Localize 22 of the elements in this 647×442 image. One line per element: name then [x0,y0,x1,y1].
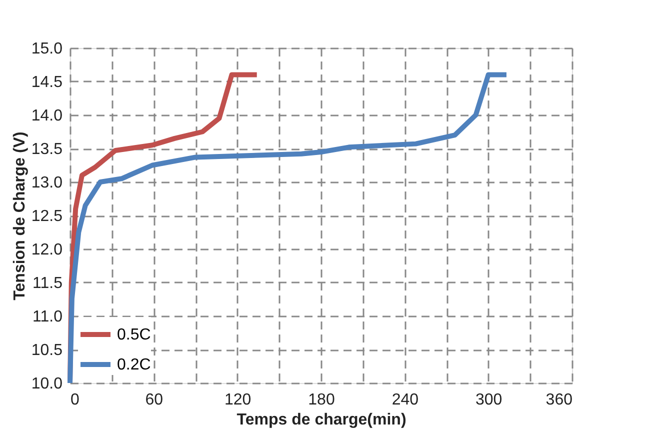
y-tick-label: 12.0 [31,242,63,258]
x-tick-label: 120 [224,392,252,408]
x-axis-title: Temps de charge(min) [236,412,406,428]
y-axis-title: Tension de Charge (V) [11,132,28,300]
y-tick-label: 15.0 [31,40,63,58]
x-tick-label: 60 [145,392,164,408]
y-tick-label: 13.5 [31,141,63,158]
x-tick-label: 360 [546,392,573,408]
x-tick-label: 180 [308,392,335,408]
y-tick-label: 14.0 [31,108,63,124]
y-tick-label: 14.5 [31,74,63,91]
x-tick-label: 300 [475,392,502,408]
legend-label: 0.5C [117,326,151,344]
y-tick-label: 10.0 [31,376,63,392]
y-tick-label: 11.5 [32,275,63,292]
y-tick-label: 13.0 [31,174,63,192]
y-tick-label: 10.5 [31,342,63,359]
y-tick-label: 12.5 [31,208,63,225]
y-tick-label: 11.0 [32,308,63,326]
x-tick-label: 0 [70,392,80,408]
x-tick-label: 240 [392,392,419,408]
legend-label: 0.2C [117,356,151,374]
